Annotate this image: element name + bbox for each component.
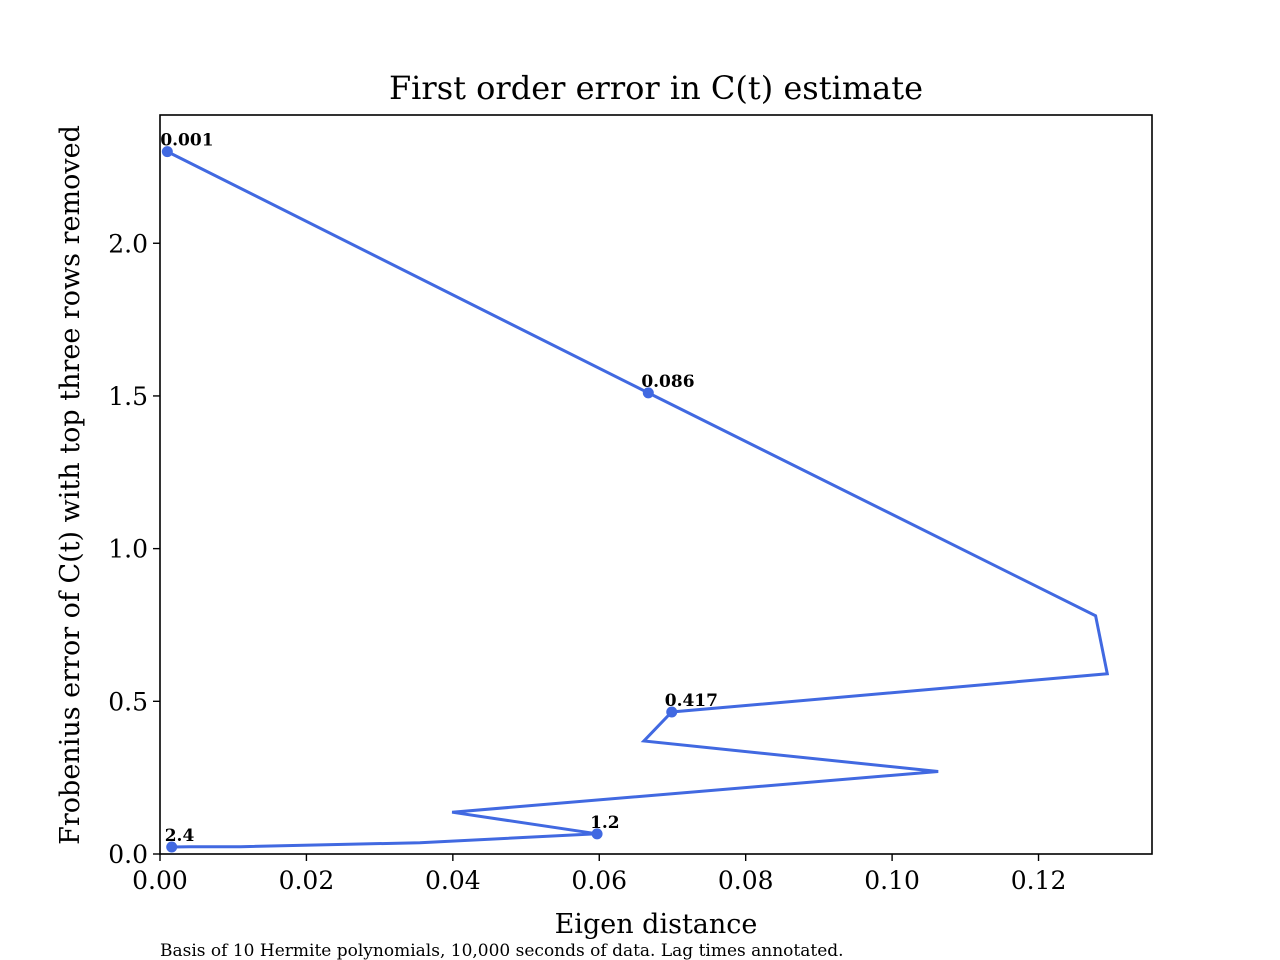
annotated-point xyxy=(591,828,603,840)
plot-area: 0.001 0.086 0.417 1.2 2.4 xyxy=(160,131,1110,853)
annotated-point xyxy=(161,146,173,158)
series-line xyxy=(166,150,1110,849)
y-tick-label: 1.0 xyxy=(108,535,148,564)
annotated-point xyxy=(642,387,654,399)
annotated-point xyxy=(666,706,678,718)
lag-time-label: 1.2 xyxy=(590,813,620,833)
x-axis-label: Eigen distance xyxy=(555,909,758,940)
lag-time-label: 2.4 xyxy=(165,826,195,846)
lag-time-label: 0.001 xyxy=(160,131,213,151)
x-tick-label: 0.04 xyxy=(425,866,481,895)
annotated-point xyxy=(166,841,178,853)
y-axis-label: Frobenius error of C(t) with top three r… xyxy=(55,125,86,845)
y-tick-label: 0.5 xyxy=(108,687,148,716)
chart-title: First order error in C(t) estimate xyxy=(389,69,923,107)
x-tick-label: 0.12 xyxy=(1011,866,1067,895)
x-tick-label: 0.08 xyxy=(718,866,774,895)
y-tick-label: 1.5 xyxy=(108,382,148,411)
lag-time-label: 0.417 xyxy=(665,691,718,711)
x-tick-label: 0.06 xyxy=(571,866,627,895)
x-tick-label: 0.10 xyxy=(864,866,920,895)
y-tick-label: 0.0 xyxy=(108,840,148,869)
chart-caption: Basis of 10 Hermite polynomials, 10,000 … xyxy=(160,941,844,960)
lag-time-label: 0.086 xyxy=(641,372,694,392)
y-tick-label: 2.0 xyxy=(108,229,148,258)
x-tick-label: 0.02 xyxy=(279,866,335,895)
x-tick-label: 0.00 xyxy=(132,866,188,895)
axes-frame xyxy=(159,114,1153,855)
axes: 0.00 0.02 0.04 0.06 0.08 0.10 0.12 0.0 0.5 1.0 1.5… xyxy=(108,229,1066,895)
